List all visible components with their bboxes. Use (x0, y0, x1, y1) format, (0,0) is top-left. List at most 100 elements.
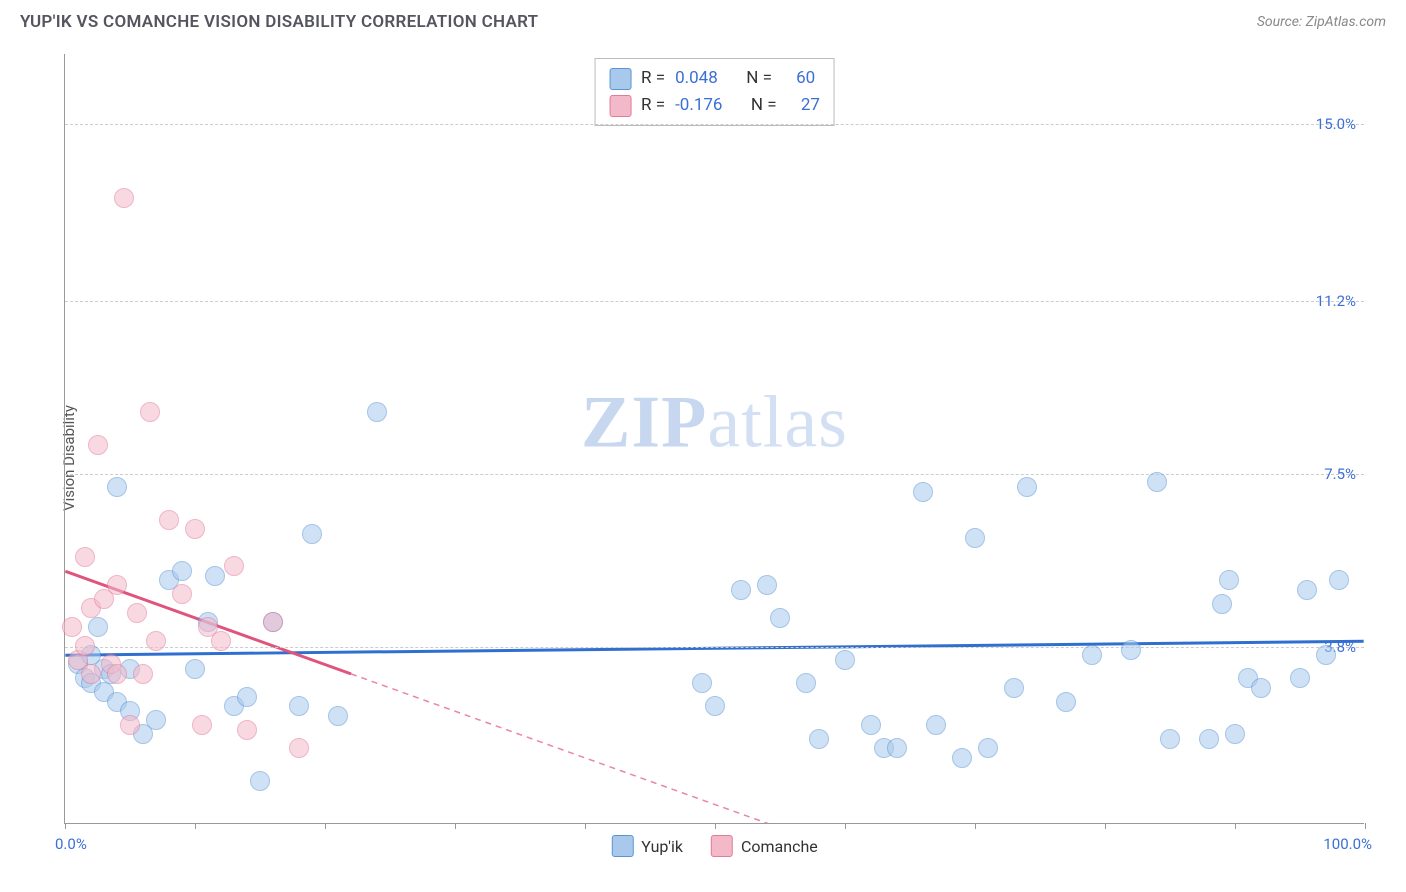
data-point (1219, 570, 1239, 590)
data-point (978, 738, 998, 758)
data-point (965, 528, 985, 548)
legend-swatch (611, 835, 633, 857)
x-tick (195, 823, 196, 829)
x-tick (1365, 823, 1366, 829)
data-point (887, 738, 907, 758)
r-value: -0.176 (675, 92, 722, 119)
stat-row: R = -0.176 N = 27 (609, 92, 820, 119)
data-point (757, 575, 777, 595)
data-point (1290, 668, 1310, 688)
data-point (159, 510, 179, 530)
data-point (926, 715, 946, 735)
data-point (289, 738, 309, 758)
data-point (185, 659, 205, 679)
x-tick (975, 823, 976, 829)
x-tick (325, 823, 326, 829)
data-point (211, 631, 231, 651)
data-point (1316, 645, 1336, 665)
data-point (861, 715, 881, 735)
data-point (127, 603, 147, 623)
n-label: N = (746, 65, 772, 92)
data-point (107, 477, 127, 497)
data-point (692, 673, 712, 693)
data-point (88, 617, 108, 637)
data-point (62, 617, 82, 637)
n-value: 60 (796, 65, 815, 92)
x-tick (1105, 823, 1106, 829)
x-tick (585, 823, 586, 829)
x-tick (715, 823, 716, 829)
data-point (1017, 477, 1037, 497)
data-point (237, 720, 257, 740)
data-point (146, 631, 166, 651)
data-point (75, 547, 95, 567)
data-point (731, 580, 751, 600)
data-point (185, 519, 205, 539)
data-point (1199, 729, 1219, 749)
n-label: N = (751, 92, 777, 119)
gridline (65, 124, 1364, 125)
x-tick (845, 823, 846, 829)
data-point (770, 608, 790, 628)
data-point (205, 566, 225, 586)
data-point (302, 524, 322, 544)
data-point (1147, 472, 1167, 492)
data-point (146, 710, 166, 730)
data-point (1160, 729, 1180, 749)
gridline (65, 647, 1364, 648)
r-label: R = (641, 65, 665, 92)
series-swatch (609, 95, 631, 117)
data-point (1082, 645, 1102, 665)
data-point (107, 664, 127, 684)
y-tick-label: 15.0% (1316, 115, 1356, 133)
x-axis-min-label: 0.0% (55, 835, 87, 853)
gridline (65, 301, 1364, 302)
data-point (1329, 570, 1349, 590)
legend-item: Comanche (711, 835, 818, 857)
data-point (1004, 678, 1024, 698)
data-point (192, 715, 212, 735)
data-point (263, 612, 283, 632)
legend-swatch (711, 835, 733, 857)
data-point (224, 556, 244, 576)
n-value: 27 (801, 92, 820, 119)
data-point (1212, 594, 1232, 614)
data-point (1225, 724, 1245, 744)
data-point (75, 636, 95, 656)
x-tick (65, 823, 66, 829)
y-tick-label: 7.5% (1324, 465, 1356, 483)
data-point (289, 696, 309, 716)
series-legend: Yup'ik Comanche (611, 835, 817, 857)
data-point (1251, 678, 1271, 698)
data-point (172, 561, 192, 581)
data-point (913, 482, 933, 502)
chart-title: YUP'IK VS COMANCHE VISION DISABILITY COR… (20, 12, 538, 32)
data-point (114, 188, 134, 208)
data-point (81, 664, 101, 684)
legend-label: Comanche (741, 837, 818, 856)
r-label: R = (641, 92, 665, 119)
data-point (328, 706, 348, 726)
data-point (88, 435, 108, 455)
data-point (140, 402, 160, 422)
stat-row: R = 0.048 N = 60 (609, 65, 820, 92)
data-point (952, 748, 972, 768)
x-axis-max-label: 100.0% (1323, 835, 1372, 853)
correlation-stats-box: R = 0.048 N = 60R = -0.176 N = 27 (594, 58, 835, 126)
chart-container: Vision Disability ZIPatlas R = 0.048 N =… (20, 48, 1386, 868)
data-point (1056, 692, 1076, 712)
legend-item: Yup'ik (611, 835, 683, 857)
x-tick (1235, 823, 1236, 829)
x-tick (455, 823, 456, 829)
data-point (172, 584, 192, 604)
legend-label: Yup'ik (641, 837, 683, 856)
data-point (835, 650, 855, 670)
data-point (796, 673, 816, 693)
data-point (237, 687, 257, 707)
y-tick-label: 11.2% (1316, 292, 1356, 310)
data-point (120, 715, 140, 735)
watermark: ZIPatlas (581, 381, 848, 466)
r-value: 0.048 (675, 65, 718, 92)
data-point (133, 664, 153, 684)
data-point (1297, 580, 1317, 600)
